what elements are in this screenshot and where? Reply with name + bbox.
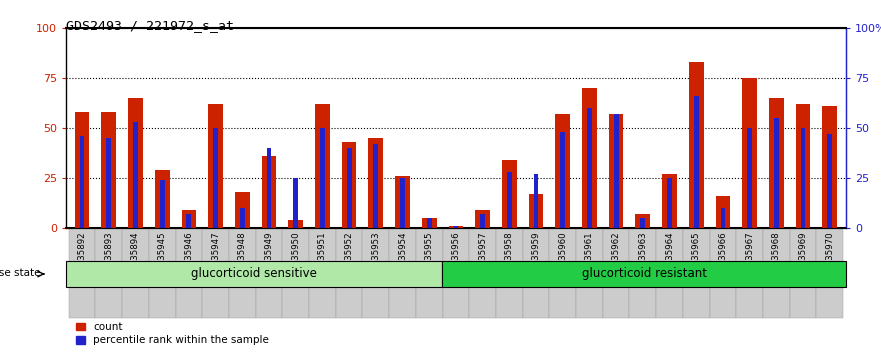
Bar (667, 178, 672, 228)
Bar (374, 144, 378, 228)
Bar (181, 210, 196, 228)
Bar (315, 104, 329, 228)
Bar (149, 228, 175, 318)
Bar (534, 174, 538, 228)
Bar (603, 228, 630, 318)
Bar (796, 104, 811, 228)
Bar (529, 194, 544, 228)
Bar (368, 138, 383, 228)
Bar (709, 228, 737, 318)
Bar (663, 174, 677, 228)
Bar (635, 214, 650, 228)
Bar (576, 228, 603, 318)
Bar (763, 228, 789, 318)
Bar (640, 218, 645, 228)
Bar (496, 228, 522, 318)
Bar (609, 114, 624, 228)
Bar (426, 218, 432, 228)
Bar (822, 106, 837, 228)
Bar (288, 220, 303, 228)
Bar (454, 226, 458, 228)
Bar (747, 129, 752, 228)
Bar (442, 228, 470, 318)
Text: glucorticoid sensitive: glucorticoid sensitive (191, 268, 317, 280)
Bar (389, 228, 416, 318)
Bar (400, 178, 405, 228)
Bar (555, 114, 570, 228)
Bar (282, 228, 309, 318)
Bar (614, 114, 618, 228)
Text: glucorticoid resistant: glucorticoid resistant (581, 268, 707, 280)
Bar (107, 138, 111, 228)
Bar (550, 228, 576, 318)
Bar (769, 98, 784, 228)
Bar (502, 160, 516, 228)
Bar (774, 118, 779, 228)
Bar (630, 228, 656, 318)
Bar (817, 228, 843, 318)
Bar (128, 98, 143, 228)
Bar (448, 226, 463, 228)
Bar (235, 192, 249, 228)
Bar (422, 218, 437, 228)
Bar (560, 132, 565, 228)
Bar (694, 96, 699, 228)
Bar (342, 142, 357, 228)
Bar (187, 214, 191, 228)
Bar (309, 228, 336, 318)
Bar (737, 228, 763, 318)
Bar (721, 208, 725, 228)
Bar (689, 62, 704, 228)
Bar (133, 122, 138, 228)
Bar (240, 208, 245, 228)
Text: GDS2493 / 221972_s_at: GDS2493 / 221972_s_at (66, 19, 234, 33)
Legend: count, percentile rank within the sample: count, percentile rank within the sample (76, 322, 270, 345)
Bar (743, 78, 757, 228)
Bar (320, 129, 325, 228)
Bar (656, 228, 683, 318)
Bar (175, 228, 203, 318)
Bar (208, 104, 223, 228)
Bar (255, 228, 282, 318)
Bar (522, 228, 550, 318)
Bar (480, 214, 485, 228)
Text: disease state: disease state (0, 268, 41, 278)
Bar (101, 112, 116, 228)
Bar (155, 170, 169, 228)
Bar (347, 148, 352, 228)
Bar (159, 180, 165, 228)
Bar (362, 228, 389, 318)
Bar (79, 136, 85, 228)
Bar (801, 129, 805, 228)
Bar (416, 228, 442, 318)
Bar (336, 228, 362, 318)
Bar (827, 134, 833, 228)
Bar (507, 172, 512, 228)
Bar (122, 228, 149, 318)
Bar (69, 228, 95, 318)
Bar (95, 228, 122, 318)
Bar (582, 88, 596, 228)
Bar (715, 196, 730, 228)
Bar (475, 210, 490, 228)
Bar (203, 228, 229, 318)
Bar (683, 228, 709, 318)
Bar (213, 129, 218, 228)
Bar (470, 228, 496, 318)
Bar (262, 156, 277, 228)
Bar (267, 148, 271, 228)
Bar (789, 228, 817, 318)
Bar (229, 228, 255, 318)
Bar (396, 176, 410, 228)
Bar (293, 178, 298, 228)
Bar (587, 108, 592, 228)
Bar (75, 112, 90, 228)
